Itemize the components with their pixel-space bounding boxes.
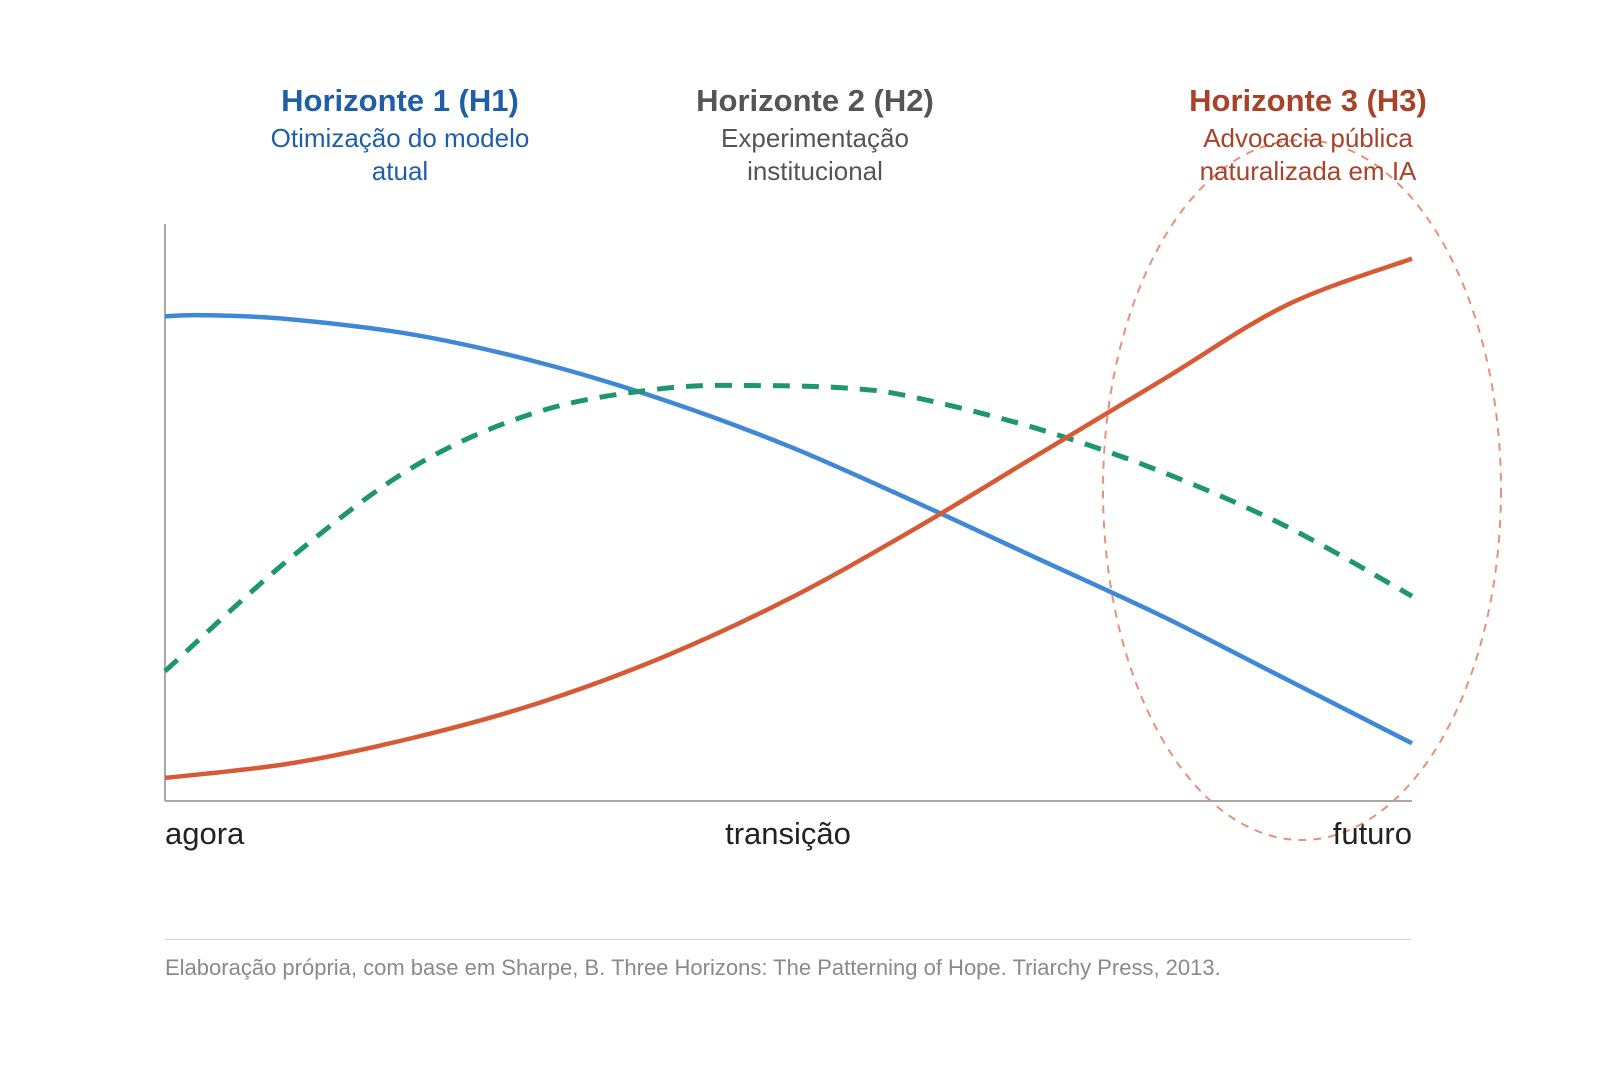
series-layer [163, 256, 1414, 781]
horizon-2-subtitle-line1: Experimentação [721, 123, 909, 153]
horizon-2-header: Horizonte 2 (H2) Experimentação instituc… [605, 80, 1025, 188]
source-divider [165, 939, 1412, 940]
h3-highlight-ellipse [1102, 139, 1502, 841]
x-tick-label-agora: agora [165, 816, 245, 851]
horizon-3-title: Horizonte 3 (H3) [1189, 83, 1427, 118]
horizon-3-header: Horizonte 3 (H3) Advocacia pública natur… [1098, 80, 1518, 188]
x-tick-label-transicao: transição [725, 816, 851, 851]
series-line-h1 [164, 312, 1414, 746]
series-line-h2 [163, 382, 1414, 674]
source-note: Elaboração própria, com base em Sharpe, … [165, 955, 1221, 980]
horizon-1-header: Horizonte 1 (H1) Otimização do modelo at… [190, 80, 610, 188]
horizon-1-title: Horizonte 1 (H1) [281, 83, 519, 118]
horizon-1-subtitle-line2: atual [371, 156, 429, 186]
horizon-3-subtitle-line1: Advocacia pública [1203, 123, 1413, 153]
series-line-h3 [164, 256, 1413, 781]
horizon-2-title: Horizonte 2 (H2) [696, 83, 934, 118]
horizon-2-subtitle-line2: institucional [747, 156, 883, 186]
x-tick-label-futuro: futuro [1332, 816, 1412, 851]
horizon-1-subtitle-line1: Otimização do modelo [270, 123, 530, 153]
horizon-3-subtitle-line2: naturalizada em IA [1199, 156, 1417, 186]
